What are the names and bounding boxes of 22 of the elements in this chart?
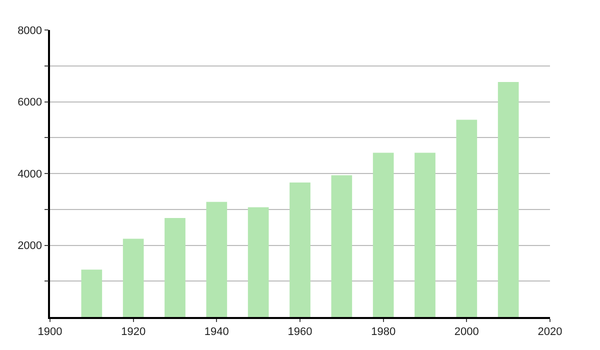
bar (206, 202, 228, 317)
y-tick-label: 4000 (18, 168, 42, 180)
y-tick-label: 2000 (18, 240, 42, 252)
y-tick-label: 8000 (18, 24, 42, 37)
x-tick-label: 1960 (288, 326, 312, 338)
bar (498, 82, 519, 317)
bar (290, 182, 310, 317)
x-tick-label: 1980 (371, 326, 396, 338)
bar (331, 175, 352, 317)
bar (122, 238, 144, 317)
bar (248, 207, 269, 317)
bar (164, 218, 186, 317)
x-tick-label: 2020 (538, 326, 562, 338)
x-tick-label: 2000 (454, 326, 479, 338)
x-tick-label: 1900 (38, 326, 62, 338)
bar (414, 152, 436, 317)
x-tick-label: 1940 (204, 326, 229, 338)
bar (372, 152, 394, 317)
y-tick-label: 6000 (18, 96, 42, 109)
bar (81, 270, 102, 317)
bar (456, 120, 478, 317)
x-tick-label: 1920 (121, 326, 146, 338)
